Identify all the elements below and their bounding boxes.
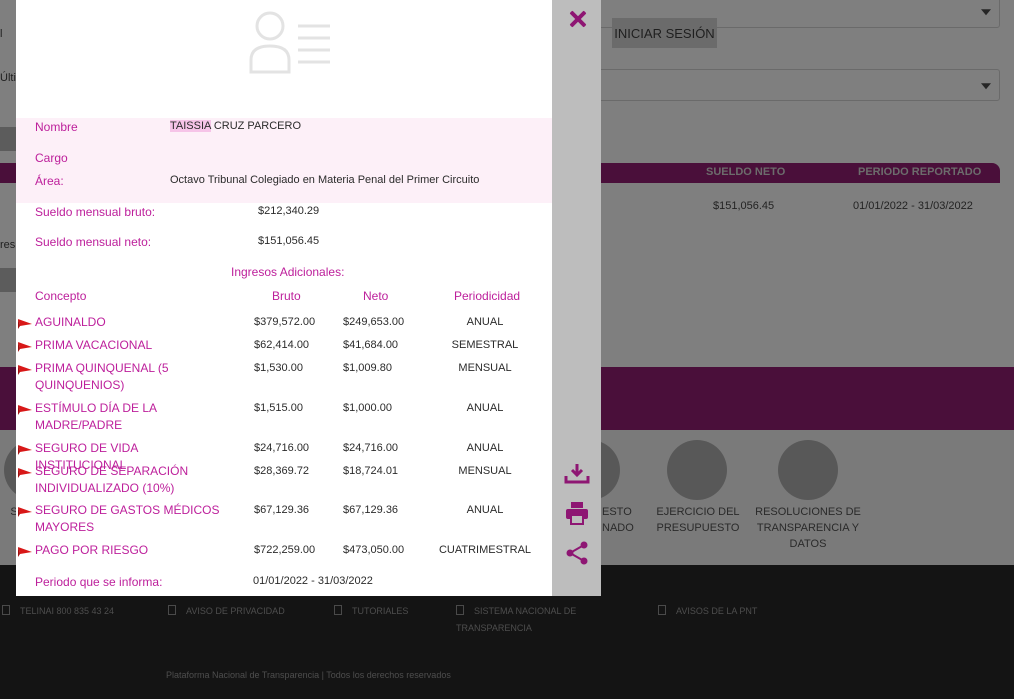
flag-icon [18, 319, 32, 329]
income-periodicity: SEMESTRAL [451, 339, 519, 351]
income-periodicity: MENSUAL [458, 465, 512, 477]
footer-tutorials[interactable]: TUTORIALES [334, 603, 408, 620]
income-net: $249,653.00 [343, 316, 405, 328]
name-highlight: TAISSIA [170, 120, 211, 132]
bg-text-fragment: Últi [0, 72, 16, 84]
flag-icon [18, 468, 32, 478]
income-net: $41,684.00 [343, 339, 399, 351]
tile-label: S [10, 506, 18, 518]
gross-salary-label: Sueldo mensual bruto: [35, 205, 156, 219]
column-net-salary: SUELDO NETO [706, 166, 786, 178]
tile-label: ESTO NADO [602, 506, 634, 534]
income-periodicity: ANUAL [466, 316, 504, 328]
bg-button[interactable] [0, 127, 16, 151]
period-label: Periodo que se informa: [35, 575, 163, 589]
income-concept[interactable]: PRIMA VACACIONAL [35, 338, 153, 352]
info-icon [658, 605, 666, 615]
bg-text-fragment: l [0, 28, 3, 40]
diamond-icon [456, 605, 464, 615]
info-icon [168, 605, 176, 615]
user-avatar-icon [249, 11, 330, 74]
print-icon[interactable] [564, 500, 590, 526]
tile-label: RESOLUCIONES DE TRANSPARENCIA Y DATOS [755, 506, 861, 550]
flag-icon [18, 507, 32, 517]
column-net: Neto [363, 289, 389, 303]
area-label: Área: [35, 174, 64, 188]
footer-privacy[interactable]: AVISO DE PRIVACIDAD [168, 603, 285, 620]
income-net: $473,050.00 [343, 544, 405, 556]
income-concept[interactable]: SEGURO DE VIDA INSTITUCIONAL [35, 441, 138, 472]
tile-label: EJERCICIO DEL PRESUPUESTO [656, 506, 740, 534]
cell-period: 01/01/2022 - 31/03/2022 [853, 200, 973, 212]
income-concept[interactable]: ESTÍMULO DÍA DE LA MADRE/PADRE [35, 401, 157, 432]
income-gross: $379,572.00 [254, 316, 316, 328]
net-salary-value: $151,056.45 [258, 235, 320, 247]
income-concept[interactable]: AGUINALDO [35, 315, 106, 329]
phone-icon [2, 605, 10, 615]
gross-salary-value: $212,340.29 [258, 205, 320, 217]
close-icon[interactable] [567, 8, 589, 30]
income-periodicity: CUATRIMESTRAL [438, 544, 532, 556]
download-icon[interactable] [564, 460, 590, 486]
income-periodicity: ANUAL [466, 504, 504, 516]
income-net: $18,724.01 [343, 465, 399, 477]
income-concept[interactable]: PRIMA QUINQUENAL (5 QUINQUENIOS) [35, 361, 169, 392]
period-value: 01/01/2022 - 31/03/2022 [253, 575, 373, 587]
income-net: $24,716.00 [343, 442, 399, 454]
income-periodicity: ANUAL [466, 442, 504, 454]
bg-text-fragment: res [0, 239, 16, 251]
filter-select[interactable] [590, 69, 1000, 101]
footer-phone[interactable]: TELINAI 800 835 43 24 [2, 603, 114, 620]
footer-notices[interactable]: AVISOS DE LA PNT [658, 603, 757, 620]
income-concept[interactable]: PAGO POR RIESGO [35, 543, 149, 557]
name-label: Nombre [35, 120, 78, 134]
net-salary-label: Sueldo mensual neto: [35, 235, 152, 249]
income-concept[interactable]: SEGURO DE SEPARACIÓN INDIVIDUALIZADO (10… [35, 464, 189, 495]
income-net: $1,000.00 [343, 402, 392, 414]
footer-sna[interactable]: SISTEMA NACIONAL DE TRANSPARENCIA [456, 605, 577, 633]
flag-icon [18, 405, 32, 415]
income-gross: $28,369.72 [254, 465, 310, 477]
gavel-icon[interactable] [778, 440, 838, 500]
document-icon [334, 605, 342, 615]
column-periodicity: Periodicidad [454, 289, 521, 303]
income-gross: $722,259.00 [254, 544, 316, 556]
cell-net-salary: $151,056.45 [713, 200, 775, 212]
share-icon[interactable] [564, 540, 590, 566]
column-period: PERIODO REPORTADO [858, 166, 982, 178]
identity-band [16, 118, 552, 203]
login-button[interactable]: INICIAR SESIÓN [612, 18, 717, 48]
income-concept[interactable]: SEGURO DE GASTOS MÉDICOS MAYORES [35, 503, 220, 534]
budget-exercise-icon[interactable] [667, 440, 727, 500]
income-gross: $1,530.00 [254, 362, 303, 374]
copyright: Plataforma Nacional de Transparencia | T… [166, 670, 451, 680]
income-net: $67,129.36 [343, 504, 399, 516]
chevron-down-icon [981, 9, 991, 16]
column-concept: Concepto [35, 289, 87, 303]
modal-side-panel [552, 0, 601, 596]
cargo-label: Cargo [35, 151, 68, 165]
income-gross: $62,414.00 [254, 339, 310, 351]
column-gross: Bruto [272, 289, 301, 303]
chevron-down-icon [981, 83, 991, 90]
income-gross: $24,716.00 [254, 442, 310, 454]
income-net: $1,009.80 [343, 362, 392, 374]
salary-detail-modal: Nombre TAISSIA CRUZ PARCERO Cargo Área: … [16, 0, 601, 596]
income-periodicity: ANUAL [466, 402, 504, 414]
name-rest: CRUZ PARCERO [210, 120, 302, 132]
flag-icon [18, 547, 32, 557]
additional-income-title: Ingresos Adicionales: [231, 265, 345, 279]
flag-icon [18, 365, 32, 375]
area-value: Octavo Tribunal Colegiado en Materia Pen… [170, 174, 480, 186]
income-gross: $1,515.00 [254, 402, 303, 414]
name-value: TAISSIA CRUZ PARCERO [170, 120, 301, 132]
income-gross: $67,129.36 [254, 504, 310, 516]
flag-icon [18, 445, 32, 455]
income-periodicity: MENSUAL [458, 362, 512, 374]
flag-icon [18, 342, 32, 352]
bg-button[interactable] [0, 268, 16, 292]
